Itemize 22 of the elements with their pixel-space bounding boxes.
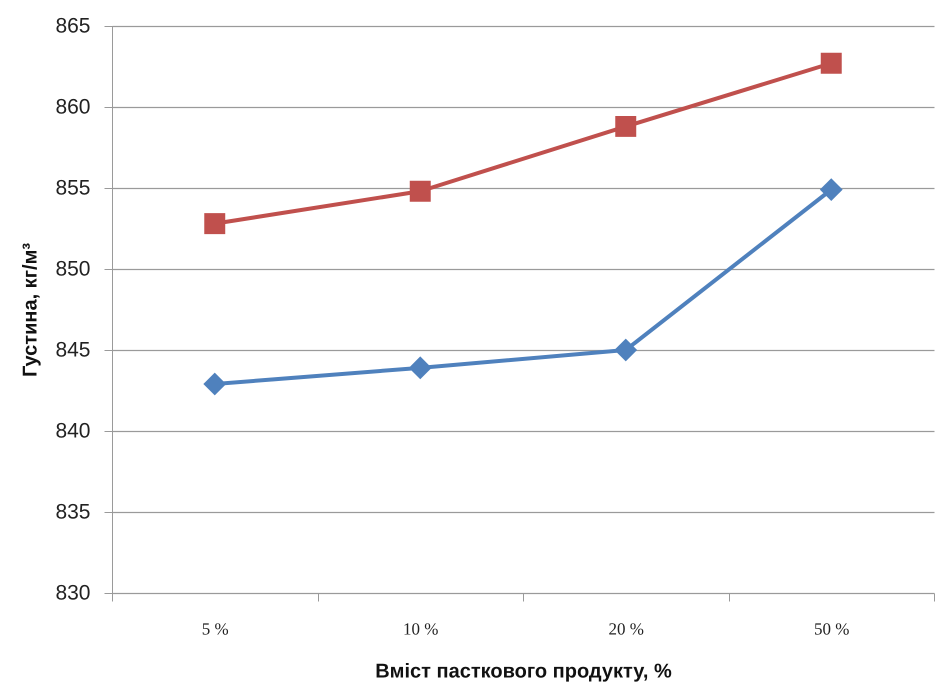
x-tick-label: 50 % <box>814 620 850 638</box>
x-tick-label: 20 % <box>608 620 644 638</box>
point <box>204 213 226 234</box>
point <box>614 338 638 362</box>
y-tick-label: 830 <box>55 582 90 604</box>
y-tick-label: 845 <box>55 338 90 362</box>
y-tick-label: 860 <box>55 96 90 118</box>
point <box>410 180 431 202</box>
y-tick-label: 865 <box>55 14 90 38</box>
y-tick-label: 850 <box>55 258 90 280</box>
point <box>820 178 843 202</box>
x-tick-label: 5 % <box>202 620 229 638</box>
y-axis-title: Густина, кг/м³ <box>20 242 42 378</box>
point <box>615 116 636 137</box>
point <box>203 372 226 396</box>
y-tick-label: 840 <box>55 420 90 442</box>
y-tick-label: 835 <box>55 500 90 524</box>
point <box>408 356 432 380</box>
x-axis-title: Вміст пасткового продукту, % <box>375 660 672 682</box>
y-tick-label: 855 <box>55 176 90 200</box>
x-tick-label: 10 % <box>403 620 438 638</box>
point <box>820 52 842 74</box>
